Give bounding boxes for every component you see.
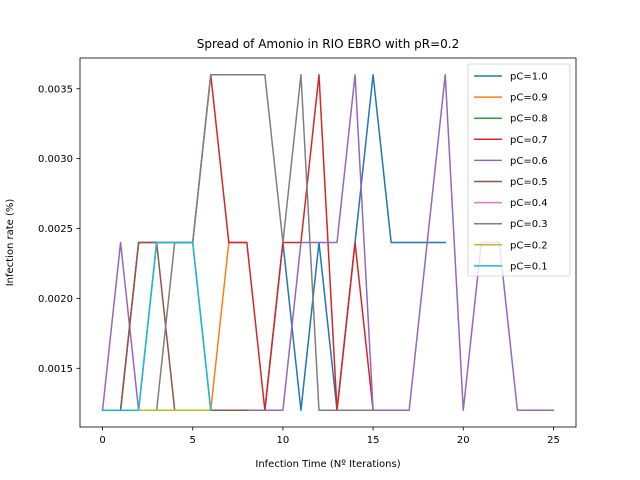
legend-label-8: pC=0.2 [510, 240, 548, 251]
x-tick-label: 5 [190, 435, 196, 446]
x-tick-label: 0 [99, 435, 105, 446]
y-tick-label: 0.0025 [38, 224, 73, 235]
legend-label-7: pC=0.3 [510, 219, 548, 230]
y-tick-label: 0.0030 [38, 154, 73, 165]
x-axis-label: Infection Time (Nº Iterations) [255, 459, 400, 470]
x-tick-label: 10 [277, 435, 290, 446]
legend-label-6: pC=0.4 [510, 198, 548, 209]
legend-label-9: pC=0.1 [510, 261, 548, 272]
legend-label-5: pC=0.5 [510, 177, 548, 188]
legend-label-4: pC=0.6 [510, 156, 548, 167]
x-tick-label: 25 [547, 435, 560, 446]
chart-title: Spread of Amonio in RIO EBRO with pR=0.2 [197, 37, 459, 51]
legend-label-0: pC=1.0 [510, 72, 548, 83]
y-axis-label: Infection rate (%) [5, 199, 16, 287]
y-tick-label: 0.0015 [38, 364, 73, 375]
legend-label-2: pC=0.8 [510, 114, 548, 125]
series-layer [101, 74, 555, 412]
x-axis-ticks: 0 5 10 15 20 25 [99, 427, 560, 446]
legend-label-1: pC=0.9 [510, 93, 548, 104]
axes-frame [79, 57, 577, 428]
x-tick-label: 20 [457, 435, 470, 446]
legend-label-3: pC=0.7 [510, 135, 548, 146]
y-tick-label: 0.0020 [38, 294, 73, 305]
y-axis-ticks: 0.0015 0.0020 0.0025 0.0030 0.0035 [38, 84, 80, 375]
legend: pC=1.0 pC=0.9 pC=0.8 pC=0.7 pC=0.6 pC=0.5 pC=0… [467, 63, 571, 277]
series-line-9 [101, 241, 212, 412]
x-tick-label: 15 [367, 435, 380, 446]
y-tick-label: 0.0035 [38, 84, 73, 95]
plot-area [101, 74, 555, 412]
